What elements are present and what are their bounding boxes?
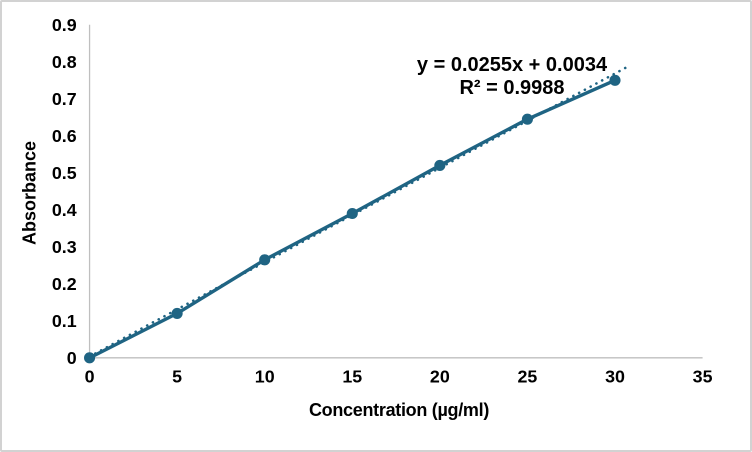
y-axis-title: Absorbance [19, 140, 40, 246]
x-tick-label: 0 [85, 367, 95, 387]
data-point-marker [434, 159, 446, 171]
y-tick-label: 0.1 [52, 311, 77, 331]
x-tick-label: 20 [430, 367, 450, 387]
x-tick-label: 25 [518, 367, 538, 387]
x-tick-label: 30 [605, 367, 625, 387]
x-tick-label: 15 [342, 367, 362, 387]
data-point-marker [346, 207, 358, 220]
y-tick-label: 0 [67, 348, 77, 368]
x-tick-label: 5 [172, 367, 182, 387]
y-tick-label: 0.7 [52, 89, 77, 109]
y-tick-label: 0.4 [52, 200, 77, 220]
x-tick-label: 35 [693, 367, 713, 387]
data-point-marker [259, 254, 271, 266]
y-tick-label: 0.8 [52, 52, 77, 72]
data-point-marker [609, 74, 621, 86]
y-tick-label: 0.3 [52, 237, 77, 257]
y-tick-label: 0.5 [52, 163, 77, 183]
trendline-r-squared: R² = 0.9988 [459, 77, 565, 99]
data-point-marker [171, 307, 183, 319]
y-tick-label: 0.2 [52, 274, 77, 294]
x-axis-title: Concentration (µg/ml) [308, 400, 490, 420]
data-point-marker [521, 113, 533, 125]
trendline-equation: y = 0.0255x + 0.0034 R² = 0.9988 [417, 54, 607, 100]
trendline-equation-line: y = 0.0255x + 0.0034 [416, 54, 608, 76]
x-tick-label: 10 [255, 367, 275, 387]
data-point-marker [84, 352, 96, 364]
y-tick-label: 0.6 [52, 126, 77, 146]
y-tick-label: 0.9 [52, 15, 77, 35]
